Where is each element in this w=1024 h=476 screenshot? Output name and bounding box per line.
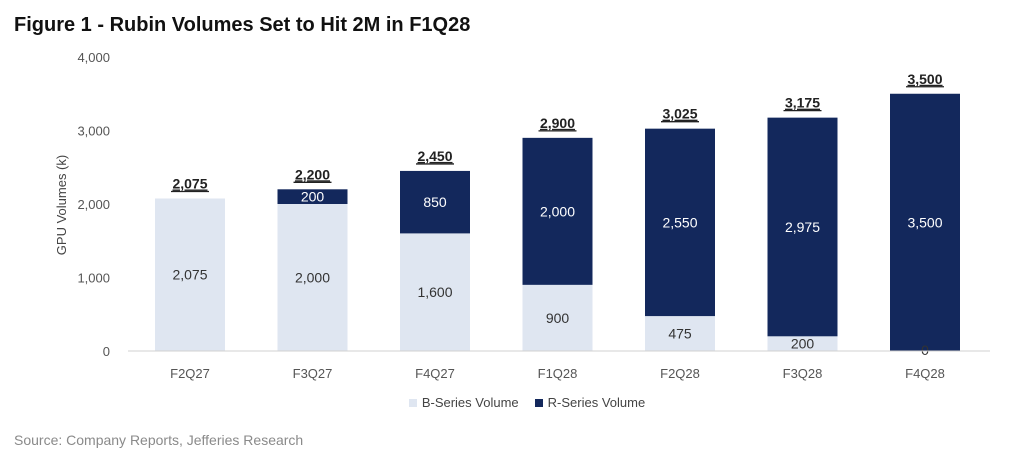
data-label-r-series: 850 — [423, 194, 447, 210]
legend-swatch-r-series — [534, 398, 543, 407]
data-label-total: 3,175 — [785, 95, 820, 111]
data-label-total: 2,900 — [540, 115, 575, 131]
x-tick-label: F3Q27 — [293, 366, 333, 381]
x-tick-label: F4Q27 — [415, 366, 455, 381]
x-tick-label: F3Q28 — [783, 366, 823, 381]
legend: B-Series Volume R-Series Volume — [0, 395, 1024, 410]
y-tick-label: 3,000 — [77, 124, 110, 139]
data-label-total: 2,450 — [417, 148, 452, 164]
bar-r-series — [277, 189, 348, 204]
bar-b-series — [155, 198, 225, 351]
bars-group: 2,075 2,075 2,000 200 2,200 1,600 850 2,450 900 2… — [155, 71, 960, 358]
x-axis-ticks: F2Q27 F3Q27 F4Q27 F1Q28 F2Q28 F3Q28 F4Q28 — [170, 366, 945, 381]
x-tick-label: F4Q28 — [905, 366, 945, 381]
data-label-r-series: 3,500 — [907, 214, 942, 230]
data-label-b-series: 2,075 — [172, 267, 207, 283]
source-note: Source: Company Reports, Jefferies Resea… — [14, 432, 304, 448]
legend-label-r-series: R-Series Volume — [547, 395, 646, 410]
bar-r-series — [645, 128, 715, 317]
bar-r-series — [767, 117, 838, 337]
data-label-b-series: 0 — [921, 342, 929, 358]
data-label-total: 3,500 — [907, 71, 942, 87]
data-label-r-series: 2,000 — [540, 203, 575, 219]
data-label-b-series: 475 — [668, 326, 692, 342]
figure-title: Figure 1 - Rubin Volumes Set to Hit 2M i… — [14, 14, 471, 36]
data-label-b-series: 200 — [791, 336, 815, 352]
y-axis-ticks: 0 1,000 2,000 3,000 4,000 — [77, 50, 110, 359]
bar-b-series — [522, 284, 593, 351]
y-tick-label: 2,000 — [77, 197, 110, 212]
data-label-r-series: 2,975 — [785, 219, 820, 235]
bar-b-series — [645, 316, 715, 351]
y-tick-label: 4,000 — [77, 50, 110, 65]
bar-r-series — [522, 137, 593, 285]
legend-swatch-b-series — [408, 398, 417, 407]
bar-b-series — [767, 336, 838, 351]
x-tick-label: F1Q28 — [538, 366, 578, 381]
data-label-b-series: 900 — [546, 310, 570, 326]
data-label-b-series: 1,600 — [417, 284, 452, 300]
bar-r-series — [890, 93, 960, 351]
x-tick-label: F2Q27 — [170, 366, 210, 381]
legend-item-b-series: B-Series Volume — [408, 395, 519, 410]
data-label-total: 2,075 — [172, 175, 207, 191]
y-tick-label: 1,000 — [77, 271, 110, 286]
x-tick-label: F2Q28 — [660, 366, 700, 381]
y-axis-label: GPU Volumes (k) — [54, 155, 69, 255]
y-tick-label: 0 — [103, 344, 110, 359]
legend-item-r-series: R-Series Volume — [534, 395, 646, 410]
legend-label-b-series: B-Series Volume — [421, 395, 519, 410]
bar-r-series — [400, 170, 470, 234]
bar-b-series — [400, 233, 470, 351]
data-label-total: 2,200 — [295, 166, 330, 182]
data-label-r-series: 2,550 — [662, 214, 697, 230]
data-label-total: 3,025 — [662, 106, 697, 122]
bar-b-series — [277, 204, 348, 351]
data-label-b-series: 2,000 — [295, 270, 330, 286]
data-label-r-series: 200 — [301, 189, 325, 205]
